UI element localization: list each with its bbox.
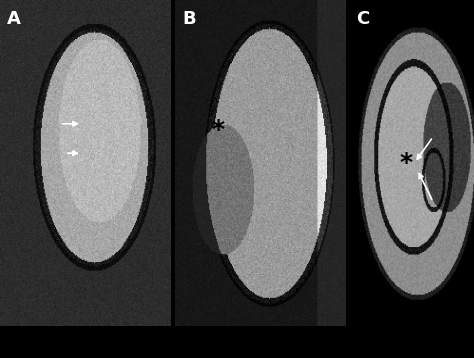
- Text: Fig. 7. Testicular trauma. Sagittal T2-weighted MRI images of the left testis in: Fig. 7. Testicular trauma. Sagittal T2-w…: [5, 331, 437, 350]
- Text: B: B: [182, 10, 196, 28]
- Text: *: *: [400, 151, 413, 175]
- Text: C: C: [356, 10, 369, 28]
- Text: A: A: [7, 10, 21, 28]
- Text: *: *: [211, 118, 225, 142]
